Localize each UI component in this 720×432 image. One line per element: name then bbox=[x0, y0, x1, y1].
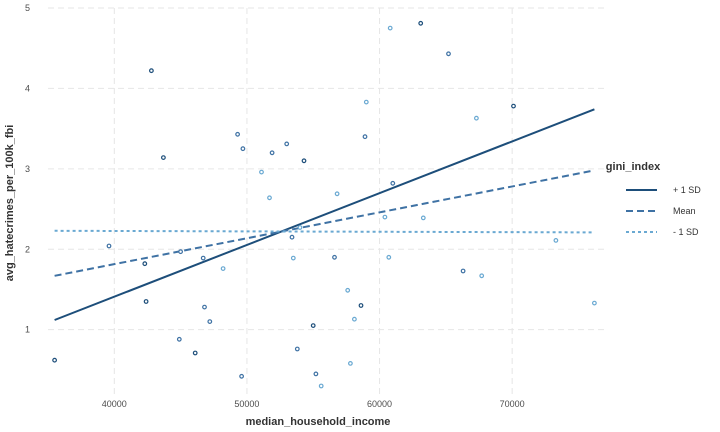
data-point bbox=[446, 51, 451, 57]
data-point bbox=[192, 350, 198, 356]
regression-line bbox=[54, 169, 595, 277]
data-point bbox=[239, 373, 245, 379]
tick-labels: 40000 50000 60000 70000 1 2 3 4 5 bbox=[25, 3, 525, 409]
data-point bbox=[202, 304, 207, 310]
data-point bbox=[418, 20, 424, 26]
data-point bbox=[294, 346, 300, 352]
legend-label: + 1 SD bbox=[673, 185, 701, 195]
data-point bbox=[390, 180, 396, 186]
data-point bbox=[289, 234, 295, 240]
data-point bbox=[592, 300, 597, 306]
data-point bbox=[332, 254, 337, 260]
data-point bbox=[313, 371, 319, 377]
data-point bbox=[363, 99, 369, 105]
y-tick-label: 3 bbox=[25, 164, 30, 174]
data-point bbox=[345, 287, 351, 293]
data-point bbox=[479, 273, 485, 279]
data-point bbox=[382, 214, 388, 220]
data-point bbox=[297, 225, 303, 230]
x-axis-title: median_household_income bbox=[246, 416, 391, 428]
legend-title: gini_index bbox=[606, 161, 661, 173]
data-point bbox=[362, 134, 368, 140]
regression-line bbox=[54, 108, 595, 321]
x-tick-label: 40000 bbox=[102, 399, 127, 409]
data-point bbox=[474, 115, 479, 121]
y-tick-label: 2 bbox=[25, 244, 30, 254]
legend: gini_index + 1 SD Mean - 1 SD bbox=[606, 161, 701, 237]
data-point bbox=[310, 323, 316, 329]
grid-layer bbox=[48, 7, 605, 394]
data-point bbox=[267, 195, 272, 201]
y-tick-label: 5 bbox=[25, 3, 30, 13]
legend-label: Mean bbox=[673, 206, 696, 216]
data-point bbox=[143, 299, 149, 304]
data-point bbox=[148, 68, 154, 74]
data-point bbox=[259, 169, 264, 175]
legend-label: - 1 SD bbox=[673, 227, 699, 237]
legend-items: + 1 SD Mean - 1 SD bbox=[626, 185, 701, 237]
data-point bbox=[511, 103, 516, 109]
x-tick-label: 70000 bbox=[500, 399, 525, 409]
data-point bbox=[207, 319, 213, 325]
data-point bbox=[460, 268, 466, 274]
data-point bbox=[235, 131, 241, 137]
data-point bbox=[142, 261, 148, 267]
data-point bbox=[348, 361, 353, 366]
scatter-points bbox=[52, 20, 597, 389]
x-tick-label: 50000 bbox=[234, 399, 259, 409]
data-point bbox=[284, 141, 290, 147]
x-tick-label: 60000 bbox=[367, 399, 392, 409]
data-point bbox=[160, 155, 166, 161]
data-point bbox=[386, 254, 392, 260]
data-point bbox=[106, 243, 112, 249]
data-point bbox=[200, 255, 206, 261]
data-point bbox=[352, 316, 357, 322]
regression-line bbox=[54, 229, 595, 234]
data-point bbox=[553, 237, 559, 243]
data-point bbox=[269, 150, 275, 156]
data-point bbox=[301, 158, 307, 164]
y-tick-label: 1 bbox=[25, 325, 30, 335]
regression-lines bbox=[54, 108, 595, 321]
data-point bbox=[318, 383, 324, 389]
data-point bbox=[387, 25, 393, 31]
y-axis-title: avg_hatecrimes_per_100k_fbi bbox=[4, 125, 16, 282]
data-point bbox=[334, 191, 340, 197]
data-point bbox=[176, 336, 182, 342]
data-point bbox=[420, 215, 426, 221]
y-tick-label: 4 bbox=[25, 83, 30, 93]
data-point bbox=[290, 255, 296, 261]
data-point bbox=[240, 146, 246, 152]
data-point bbox=[220, 266, 226, 272]
data-point bbox=[52, 357, 57, 363]
data-point bbox=[358, 303, 364, 308]
data-point bbox=[178, 249, 184, 255]
